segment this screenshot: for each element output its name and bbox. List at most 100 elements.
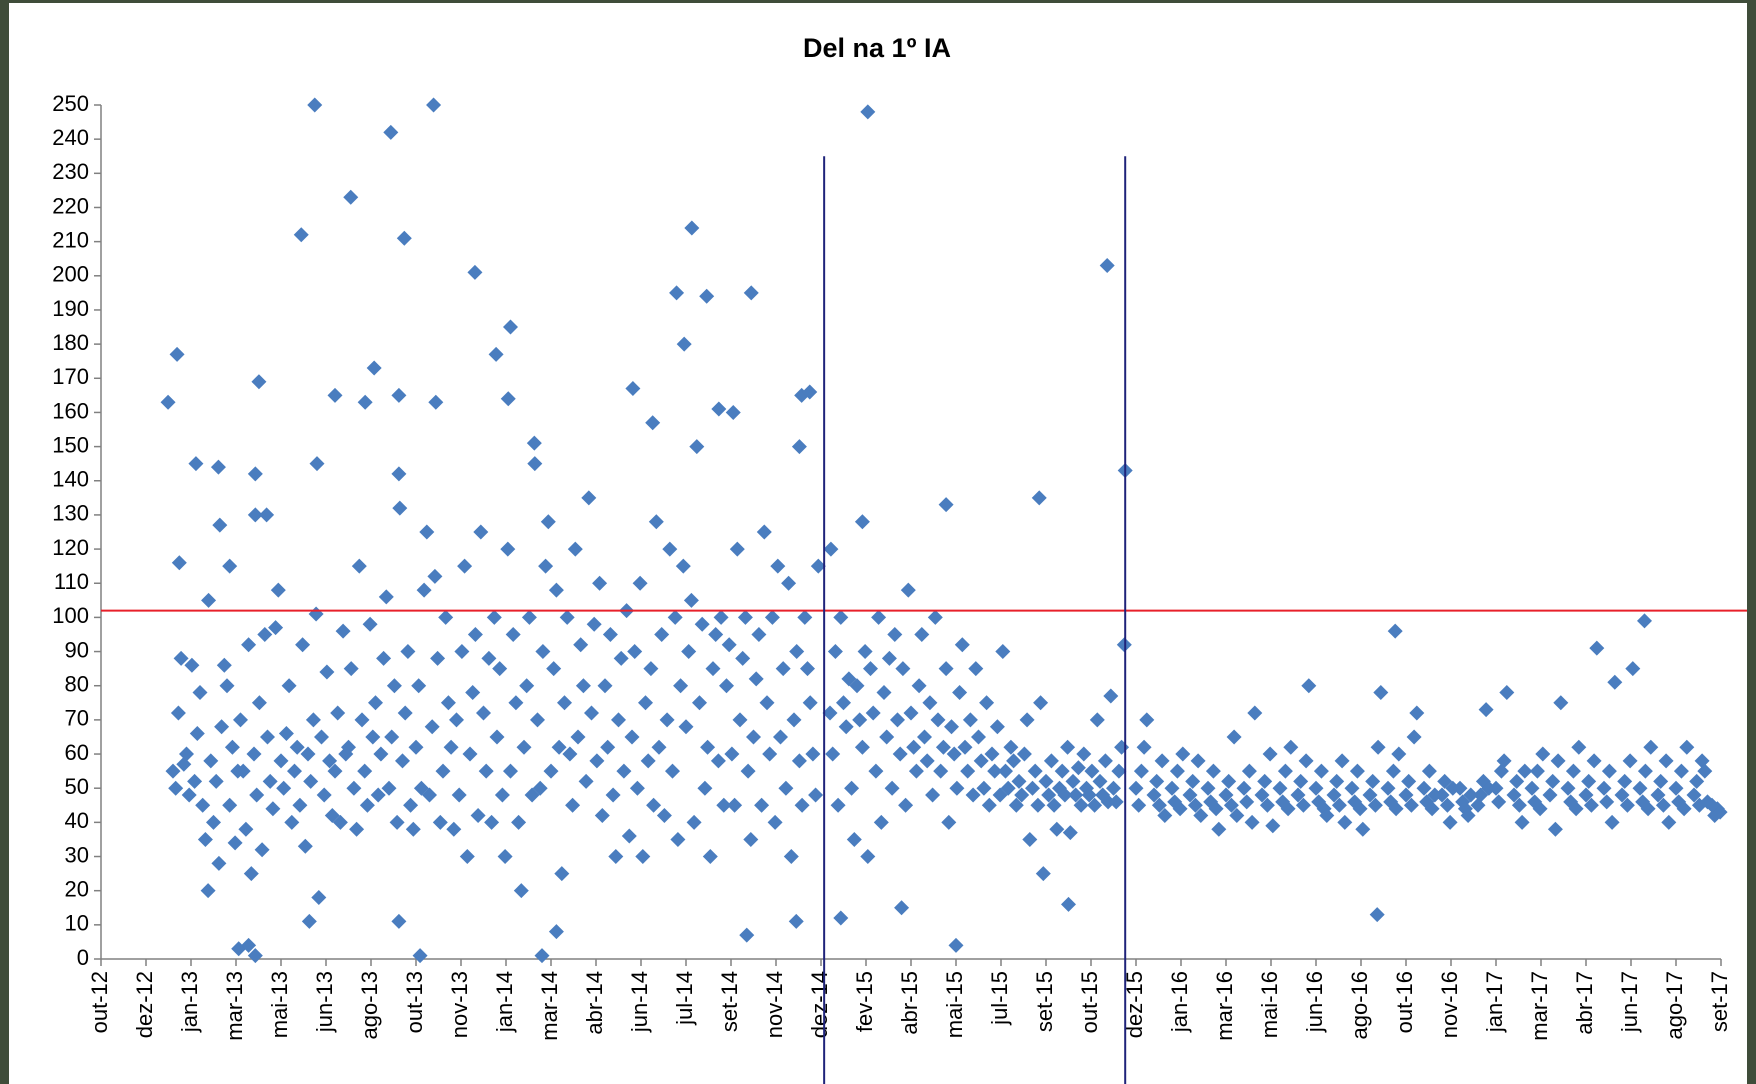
- data-point: [305, 712, 321, 728]
- data-point: [1011, 773, 1027, 789]
- data-point: [716, 797, 732, 813]
- y-tick-label: 230: [52, 159, 89, 184]
- y-tick-label: 140: [52, 467, 89, 492]
- data-point: [1218, 787, 1234, 803]
- data-point: [1319, 808, 1335, 824]
- data-point: [1265, 818, 1281, 834]
- y-tick-label: 30: [65, 842, 89, 867]
- data-point: [1632, 780, 1648, 796]
- data-point: [1625, 661, 1641, 677]
- data-point: [1697, 763, 1713, 779]
- data-point: [654, 626, 670, 642]
- data-point: [694, 616, 710, 632]
- data-point: [605, 787, 621, 803]
- data-point: [941, 814, 957, 830]
- data-point: [1205, 763, 1221, 779]
- data-point: [903, 705, 919, 721]
- data-point: [938, 661, 954, 677]
- data-point: [1016, 746, 1032, 762]
- data-point: [1133, 763, 1149, 779]
- data-point: [1406, 729, 1422, 745]
- y-tick-label: 220: [52, 193, 89, 218]
- data-point: [1653, 773, 1669, 789]
- data-point: [1062, 825, 1078, 841]
- data-point: [1337, 814, 1353, 830]
- x-tick-label: jun-14: [627, 971, 652, 1033]
- data-point: [1241, 763, 1257, 779]
- data-point: [1586, 753, 1602, 769]
- data-point: [557, 695, 572, 711]
- data-point: [1550, 753, 1566, 769]
- x-tick-label: dez-14: [807, 971, 832, 1038]
- x-tick-label: jan-17: [1482, 971, 1507, 1033]
- data-point: [511, 814, 527, 830]
- data-point: [422, 787, 437, 803]
- data-point: [737, 609, 753, 625]
- data-point: [249, 787, 265, 803]
- data-point: [278, 726, 294, 742]
- data-point: [428, 394, 444, 410]
- y-tick-label: 90: [65, 637, 89, 662]
- data-point: [189, 726, 205, 742]
- data-point: [206, 814, 221, 830]
- data-point: [1084, 763, 1100, 779]
- data-point: [526, 435, 542, 451]
- data-point: [208, 773, 224, 789]
- data-point: [1061, 896, 1076, 912]
- data-point: [268, 620, 284, 636]
- data-point: [391, 387, 407, 403]
- data-point: [713, 609, 729, 625]
- data-point: [484, 814, 500, 830]
- data-point: [412, 948, 428, 964]
- data-point: [1008, 797, 1024, 813]
- data-point: [1355, 821, 1371, 837]
- data-point: [1581, 773, 1597, 789]
- data-point: [935, 739, 951, 755]
- data-point: [1295, 797, 1311, 813]
- x-tick-label: set-17: [1707, 971, 1732, 1032]
- data-point: [699, 288, 715, 304]
- data-point: [1149, 773, 1165, 789]
- data-point: [789, 644, 805, 660]
- data-point: [262, 773, 278, 789]
- data-point: [297, 838, 313, 854]
- data-point: [825, 746, 841, 762]
- data-point: [1229, 808, 1245, 824]
- data-point: [224, 739, 240, 755]
- data-point: [343, 189, 359, 205]
- data-point: [462, 746, 478, 762]
- data-point: [241, 637, 257, 653]
- data-point: [1154, 753, 1170, 769]
- data-point: [1658, 753, 1674, 769]
- data-point: [503, 763, 518, 779]
- y-tick-label: 190: [52, 296, 89, 321]
- data-point: [1030, 797, 1046, 813]
- data-point: [1057, 787, 1073, 803]
- data-point: [397, 705, 413, 721]
- data-point: [1463, 787, 1479, 803]
- data-point: [540, 514, 556, 530]
- data-point: [1223, 797, 1239, 813]
- data-point: [368, 695, 383, 711]
- data-point: [516, 739, 532, 755]
- data-point: [346, 780, 362, 796]
- data-point: [473, 524, 489, 540]
- data-point: [1442, 814, 1458, 830]
- data-point: [898, 797, 914, 813]
- data-point: [930, 712, 946, 728]
- data-point: [214, 719, 230, 735]
- data-point: [424, 719, 440, 735]
- data-point: [316, 787, 332, 803]
- data-point: [754, 797, 770, 813]
- data-point: [247, 507, 263, 523]
- data-point: [446, 821, 462, 837]
- data-point: [827, 644, 843, 660]
- data-point: [979, 695, 995, 711]
- data-point: [1553, 695, 1569, 711]
- data-point: [914, 626, 930, 642]
- data-point: [1545, 773, 1561, 789]
- data-point: [1099, 258, 1115, 274]
- data-point: [1185, 773, 1201, 789]
- data-point: [467, 264, 483, 280]
- data-point: [952, 685, 968, 701]
